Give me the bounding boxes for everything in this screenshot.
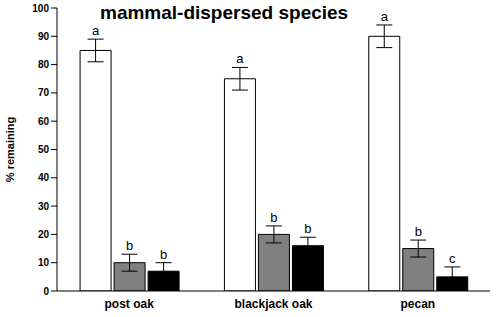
svg-text:% remaining: % remaining: [8, 117, 16, 182]
svg-text:b: b: [270, 210, 277, 225]
svg-text:30: 30: [38, 201, 50, 212]
svg-text:20: 20: [38, 229, 50, 240]
svg-text:90: 90: [38, 31, 50, 42]
svg-text:b: b: [304, 221, 311, 236]
svg-text:60: 60: [38, 116, 50, 127]
svg-text:100: 100: [32, 3, 49, 14]
svg-text:40: 40: [38, 172, 50, 183]
svg-text:b: b: [415, 224, 422, 239]
svg-text:b: b: [126, 238, 133, 253]
svg-text:70: 70: [38, 87, 50, 98]
svg-text:pecan: pecan: [400, 297, 435, 311]
svg-text:blackjack oak: blackjack oak: [234, 297, 312, 311]
svg-text:10: 10: [38, 257, 50, 268]
svg-text:post oak: post oak: [104, 297, 154, 311]
svg-text:80: 80: [38, 59, 50, 70]
svg-text:0: 0: [43, 286, 49, 297]
svg-text:c: c: [449, 251, 456, 266]
html-text:mammal-dispersed species: mammal-dispersed species: [100, 2, 349, 23]
svg-text:a: a: [92, 23, 100, 38]
svg-text:a: a: [381, 9, 389, 24]
svg-text:50: 50: [38, 144, 50, 155]
svg-text:b: b: [160, 247, 167, 262]
svg-text:a: a: [236, 51, 244, 66]
